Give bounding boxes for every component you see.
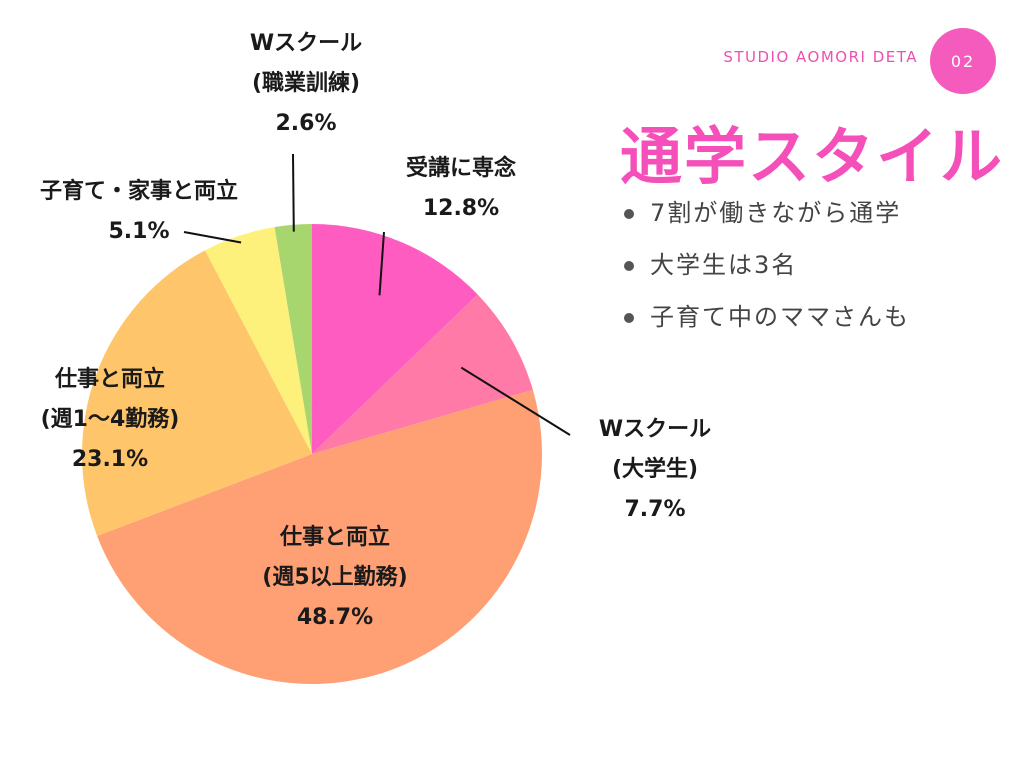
label-work-5days-line1: 仕事と両立 <box>279 525 390 550</box>
label-double-school-training-value: 2.6% <box>275 111 337 136</box>
label-work-1to4days: 仕事と両立 (週1〜4勤務) 23.1% <box>10 360 210 480</box>
highlight-text: 大学生は3名 <box>650 251 798 279</box>
label-work-1to4days-line1: 仕事と両立 <box>54 367 165 392</box>
highlight-item: 大学生は3名 <box>624 244 910 296</box>
leader-line <box>378 231 385 296</box>
label-work-1to4days-value: 23.1% <box>71 447 149 472</box>
label-double-school-university: Wスクール (大学生) 7.7% <box>570 410 740 530</box>
slice-work-5days <box>97 389 542 684</box>
brand-text: STUDIO AOMORI DETA <box>723 48 918 66</box>
highlight-item: 子育て中のママさんも <box>624 296 910 348</box>
label-double-school-training: Wスクール (職業訓練) 2.6% <box>216 24 396 144</box>
label-work-5days: 仕事と両立 (週5以上勤務) 48.7% <box>220 518 450 638</box>
slice-work-1to4days <box>81 250 312 536</box>
leader-line <box>460 366 571 436</box>
label-work-5days-value: 48.7% <box>296 605 374 630</box>
slice-childcare-housework <box>205 227 312 454</box>
label-focus-study-value: 12.8% <box>422 196 500 221</box>
label-work-5days-line2: (週5以上勤務) <box>262 565 408 590</box>
page-title: 通学スタイル <box>620 120 1005 193</box>
label-focus-study-line1: 受講に専念 <box>405 156 516 181</box>
bullet-icon <box>624 209 634 219</box>
highlight-text: 7割が働きながら通学 <box>650 199 902 227</box>
bullet-icon <box>624 313 634 323</box>
label-childcare-housework: 子育て・家事と両立 5.1% <box>0 172 278 252</box>
highlight-item: 7割が働きながら通学 <box>624 192 910 244</box>
leader-line <box>292 153 295 232</box>
leader-line <box>183 231 242 244</box>
label-work-1to4days-line2: (週1〜4勤務) <box>40 407 180 432</box>
slice-focus-study <box>312 224 478 454</box>
label-childcare-housework-line1: 子育て・家事と両立 <box>39 179 238 204</box>
label-double-school-training-line1: Wスクール <box>249 31 363 56</box>
label-double-school-training-line2: (職業訓練) <box>251 71 361 96</box>
label-double-school-university-line1: Wスクール <box>598 417 712 442</box>
bullet-icon <box>624 261 634 271</box>
highlight-list: 7割が働きながら通学 大学生は3名 子育て中のママさんも <box>624 192 910 348</box>
label-double-school-university-line2: (大学生) <box>611 457 699 482</box>
label-double-school-university-value: 7.7% <box>624 497 686 522</box>
slice-double-school-training <box>274 224 312 454</box>
label-focus-study: 受講に専念 12.8% <box>376 149 546 229</box>
label-childcare-housework-value: 5.1% <box>108 219 170 244</box>
page-number-badge: 02 <box>930 28 996 94</box>
slice-double-school-university <box>312 294 533 454</box>
highlight-text: 子育て中のママさんも <box>650 303 910 331</box>
